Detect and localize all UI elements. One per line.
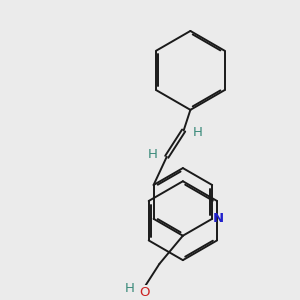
Text: N: N [213, 212, 224, 225]
Text: O: O [139, 286, 150, 298]
Text: H: H [148, 148, 158, 161]
Text: H: H [193, 126, 203, 139]
Text: H: H [124, 282, 134, 295]
